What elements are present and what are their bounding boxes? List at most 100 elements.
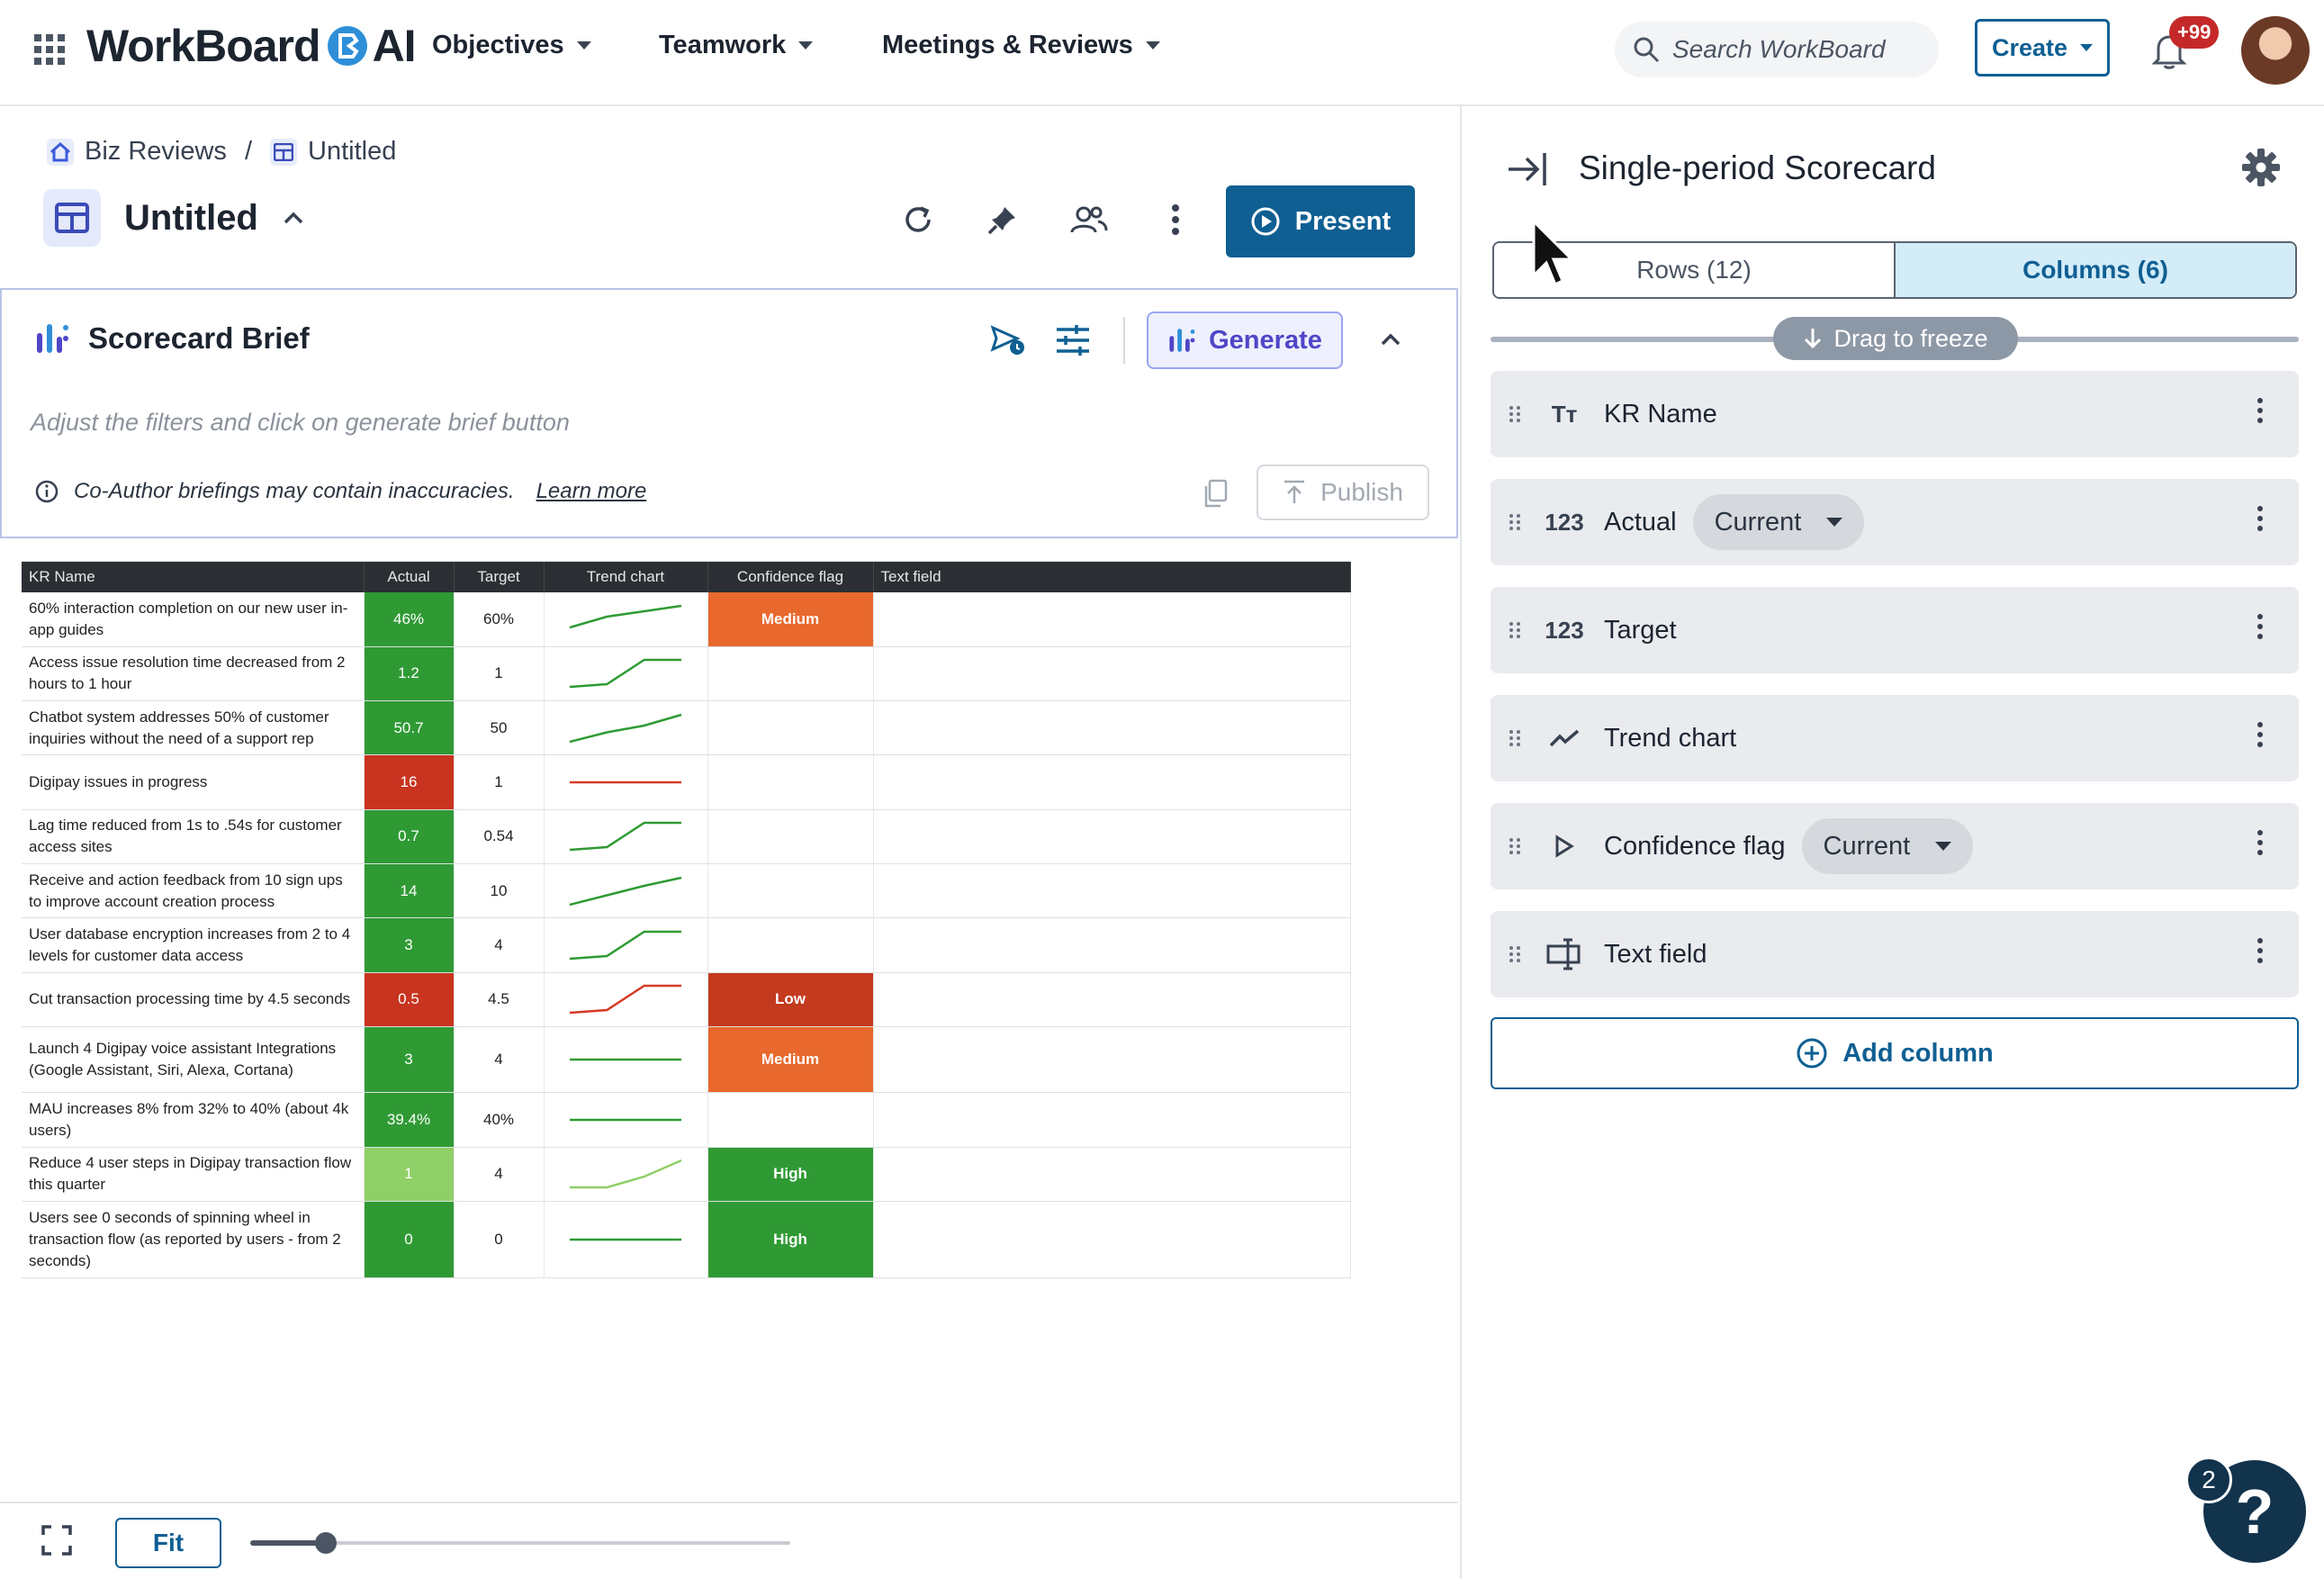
create-button[interactable]: Create [1975, 19, 2110, 77]
kr-name-cell[interactable]: Reduce 4 user steps in Digipay transacti… [22, 1147, 365, 1202]
more-vertical-icon[interactable] [2257, 398, 2263, 423]
copy-icon[interactable] [1203, 479, 1228, 508]
drag-handle-icon[interactable] [1491, 837, 1539, 855]
text-field-cell[interactable] [873, 646, 1351, 702]
column-header[interactable]: Confidence flag [707, 562, 874, 592]
table-row[interactable]: Users see 0 seconds of spinning wheel in… [22, 1201, 1351, 1278]
nav-teamwork[interactable]: Teamwork [659, 31, 814, 60]
pin-icon[interactable] [983, 200, 1022, 239]
page-title[interactable]: Untitled [124, 197, 258, 238]
text-field-cell[interactable] [873, 700, 1351, 756]
gear-icon[interactable] [2241, 148, 2281, 187]
kr-name-cell[interactable]: MAU increases 8% from 32% to 40% (about … [22, 1092, 365, 1148]
kr-name-cell[interactable]: Chatbot system addresses 50% of customer… [22, 700, 365, 756]
column-header[interactable]: Actual [364, 562, 455, 592]
table-row[interactable]: Lag time reduced from 1s to .54s for cus… [22, 809, 1351, 864]
more-vertical-icon[interactable] [1156, 200, 1195, 239]
text-field-cell[interactable] [873, 754, 1351, 810]
column-header[interactable]: Target [454, 562, 545, 592]
tab-rows[interactable]: Rows (12) [1494, 243, 1894, 297]
schedule-send-icon[interactable] [990, 324, 1026, 356]
drag-handle-icon[interactable] [1491, 729, 1539, 747]
text-field-cell[interactable] [873, 592, 1351, 647]
drag-to-freeze-handle[interactable]: Drag to freeze [1773, 317, 2018, 360]
table-row[interactable]: Cut transaction processing time by 4.5 s… [22, 972, 1351, 1027]
kr-name-cell[interactable]: Users see 0 seconds of spinning wheel in… [22, 1201, 365, 1278]
kr-name-cell[interactable]: 60% interaction completion on our new us… [22, 592, 365, 647]
text-type-icon: Tт [1551, 400, 1578, 428]
kr-name-cell[interactable]: Cut transaction processing time by 4.5 s… [22, 972, 365, 1027]
drag-handle-icon[interactable] [1491, 945, 1539, 963]
column-card[interactable]: Trend chart [1491, 695, 2299, 781]
learn-more-link[interactable]: Learn more [536, 479, 647, 503]
table-row[interactable]: User database encryption increases from … [22, 917, 1351, 973]
search-input[interactable]: Search WorkBoard [1615, 22, 1939, 77]
period-dropdown[interactable]: Current [1692, 494, 1865, 550]
text-field-cell[interactable] [873, 1201, 1351, 1278]
generate-button[interactable]: Generate [1147, 311, 1343, 369]
table-row[interactable]: Receive and action feedback from 10 sign… [22, 863, 1351, 919]
column-card[interactable]: Tт KR Name [1491, 371, 2299, 457]
text-field-cell[interactable] [873, 809, 1351, 864]
column-label: Target [1604, 615, 1677, 645]
table-row[interactable]: 60% interaction completion on our new us… [22, 592, 1351, 647]
chevron-up-icon[interactable] [1379, 331, 1402, 347]
column-card[interactable]: Confidence flag Current [1491, 803, 2299, 889]
nav-meetings-reviews[interactable]: Meetings & Reviews [882, 31, 1160, 60]
kr-name-cell[interactable]: Lag time reduced from 1s to .54s for cus… [22, 809, 365, 864]
present-button[interactable]: Present [1226, 185, 1415, 257]
people-icon[interactable] [1069, 200, 1109, 239]
help-button[interactable]: ? [2203, 1460, 2306, 1563]
chevron-up-icon[interactable] [282, 210, 305, 226]
more-vertical-icon[interactable] [2257, 614, 2263, 639]
text-field-cell[interactable] [873, 1092, 1351, 1148]
drag-handle-icon[interactable] [1491, 621, 1539, 639]
publish-button[interactable]: Publish [1257, 465, 1429, 520]
table-row[interactable]: Launch 4 Digipay voice assistant Integra… [22, 1026, 1351, 1094]
kr-name-cell[interactable]: User database encryption increases from … [22, 917, 365, 973]
kr-name-cell[interactable]: Digipay issues in progress [22, 754, 365, 810]
column-card[interactable]: Text field [1491, 911, 2299, 997]
text-field-cell[interactable] [873, 1147, 1351, 1202]
text-field-cell[interactable] [873, 917, 1351, 973]
nav-objectives[interactable]: Objectives [432, 31, 591, 60]
tab-columns[interactable]: Columns (6) [1894, 243, 2295, 297]
avatar[interactable] [2241, 16, 2310, 85]
column-header[interactable]: KR Name [22, 562, 365, 592]
kr-name-cell[interactable]: Receive and action feedback from 10 sign… [22, 863, 365, 919]
kr-name-cell[interactable]: Launch 4 Digipay voice assistant Integra… [22, 1026, 365, 1094]
more-vertical-icon[interactable] [2257, 722, 2263, 747]
filter-sliders-icon[interactable] [1055, 324, 1091, 356]
table-row[interactable]: Reduce 4 user steps in Digipay transacti… [22, 1147, 1351, 1202]
table-row[interactable]: Digipay issues in progress 16 1 [22, 754, 1351, 810]
sparkline-line [569, 659, 681, 689]
drag-handle-icon[interactable] [1491, 513, 1539, 531]
text-field-cell[interactable] [873, 1026, 1351, 1094]
refresh-icon[interactable] [898, 200, 938, 239]
search-placeholder: Search WorkBoard [1672, 35, 1886, 63]
more-vertical-icon[interactable] [2257, 938, 2263, 963]
table-row[interactable]: Access issue resolution time decreased f… [22, 646, 1351, 702]
column-header[interactable]: Text field [873, 562, 1351, 592]
text-field-cell[interactable] [873, 863, 1351, 919]
period-dropdown[interactable]: Current [1801, 818, 1974, 874]
more-vertical-icon[interactable] [2257, 830, 2263, 855]
zoom-slider[interactable] [250, 1541, 790, 1545]
breadcrumb-root[interactable]: Biz Reviews [85, 137, 227, 166]
column-card[interactable]: 123 Target [1491, 587, 2299, 673]
more-vertical-icon[interactable] [2257, 506, 2263, 531]
text-field-cell[interactable] [873, 972, 1351, 1027]
apps-grid-icon[interactable] [34, 34, 65, 65]
workboard-logo[interactable]: WorkBoard AI [86, 20, 417, 72]
fit-button[interactable]: Fit [115, 1518, 221, 1568]
drag-handle-icon[interactable] [1491, 405, 1539, 423]
column-card[interactable]: 123 Actual Current [1491, 479, 2299, 565]
zoom-slider-handle[interactable] [315, 1532, 337, 1554]
table-row[interactable]: Chatbot system addresses 50% of customer… [22, 700, 1351, 756]
collapse-panel-icon[interactable] [1507, 149, 1548, 189]
fullscreen-icon[interactable] [41, 1525, 72, 1556]
table-row[interactable]: MAU increases 8% from 32% to 40% (about … [22, 1092, 1351, 1148]
column-header[interactable]: Trend chart [544, 562, 708, 592]
add-column-button[interactable]: Add column [1491, 1017, 2299, 1089]
kr-name-cell[interactable]: Access issue resolution time decreased f… [22, 646, 365, 702]
